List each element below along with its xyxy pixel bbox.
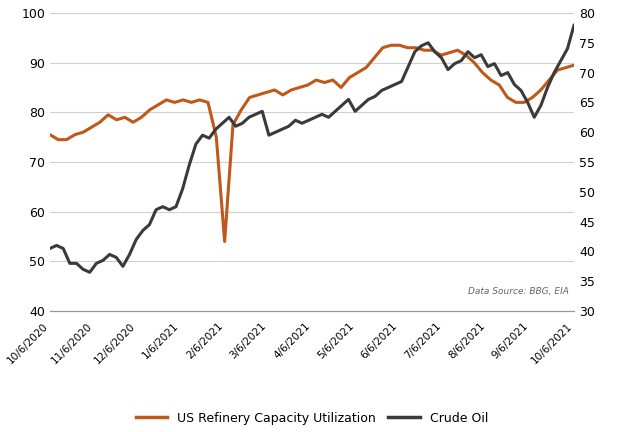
Text: Data Source: BBG, EIA: Data Source: BBG, EIA [468,287,569,296]
Legend: US Refinery Capacity Utilization, Crude Oil: US Refinery Capacity Utilization, Crude … [131,407,493,430]
